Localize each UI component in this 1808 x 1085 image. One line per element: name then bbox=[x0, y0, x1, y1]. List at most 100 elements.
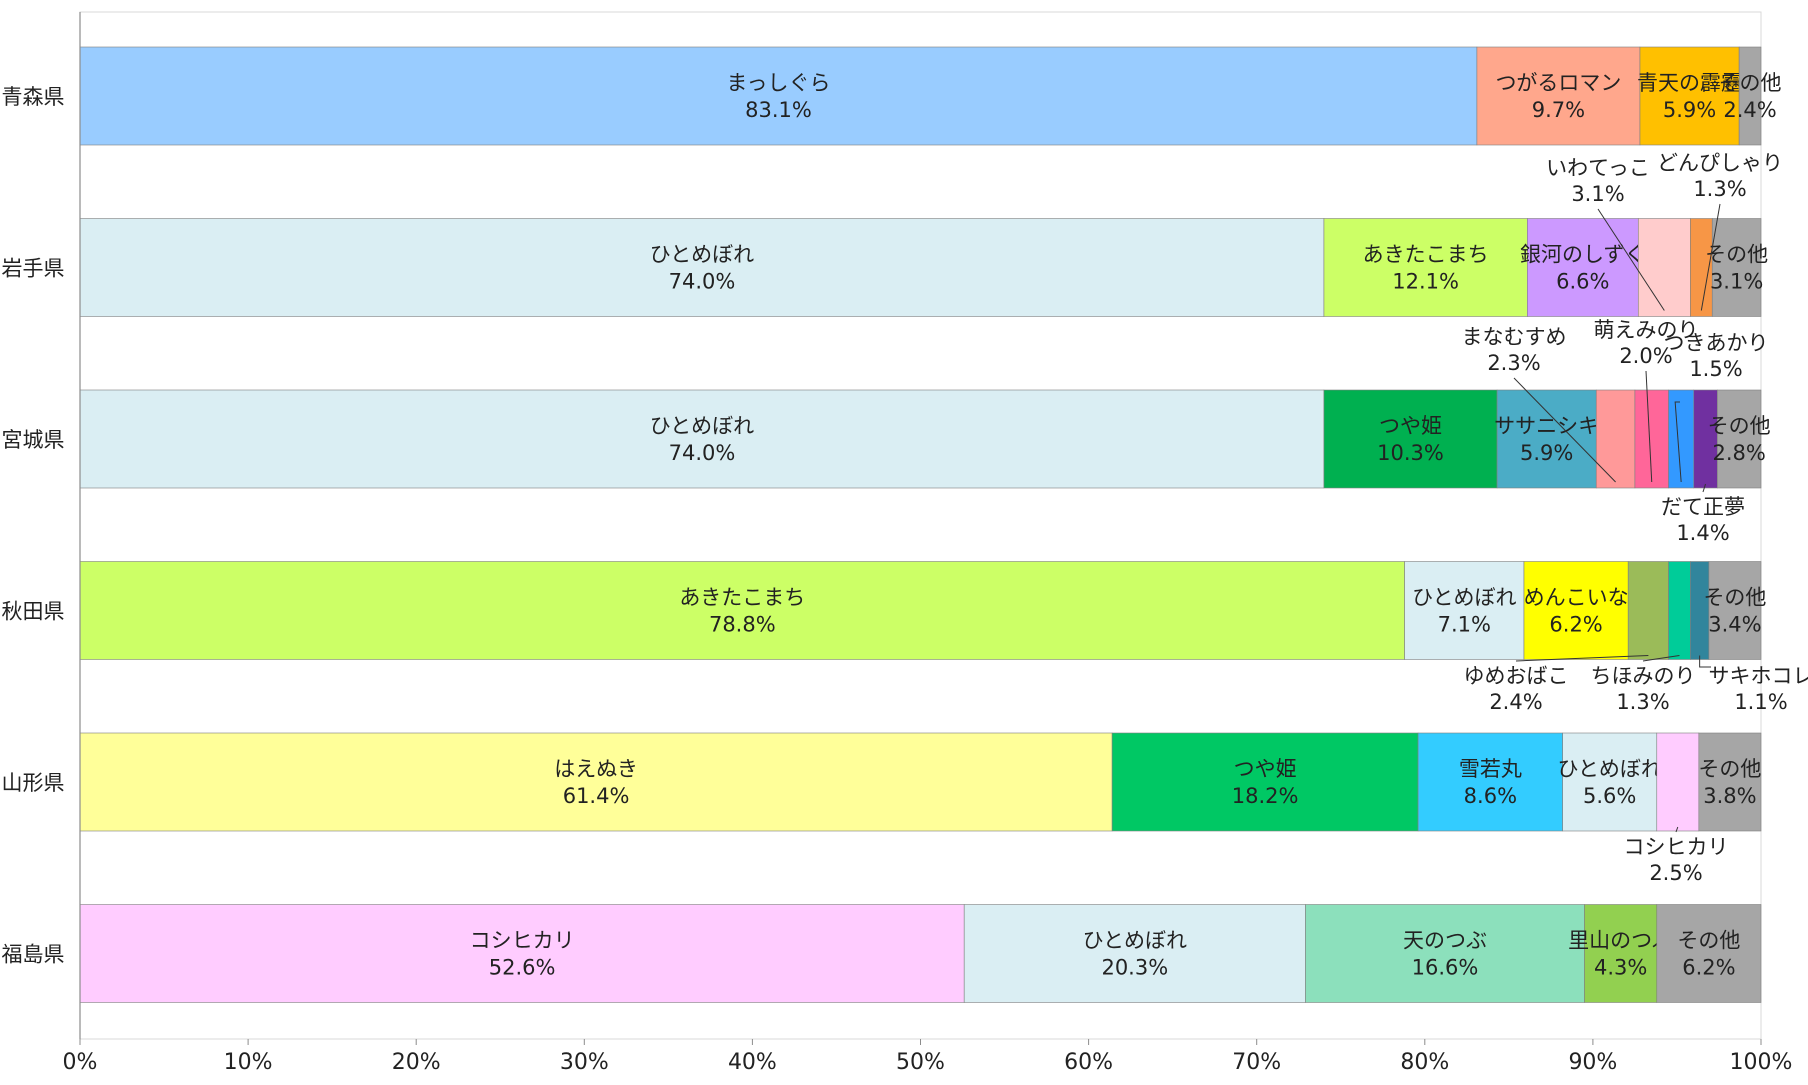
bar-segment bbox=[1477, 47, 1640, 145]
segment-name-label: ひとめぼれ bbox=[1412, 586, 1516, 610]
bar-segment bbox=[80, 390, 1324, 488]
bar-segment bbox=[1405, 562, 1524, 660]
segment-name-label: その他 bbox=[1703, 586, 1766, 610]
segment-value-label: 61.4% bbox=[563, 784, 630, 808]
callout-name-label: だて正夢 bbox=[1661, 495, 1745, 519]
callout-name-label: ゆめおばこ bbox=[1464, 664, 1569, 688]
segment-value-label: 3.8% bbox=[1703, 784, 1756, 808]
segment-name-label: つや姫 bbox=[1379, 414, 1442, 438]
segment-name-label: ひとめぼれ bbox=[1558, 757, 1662, 781]
callout-name-label: まなむすめ bbox=[1462, 325, 1567, 349]
bar-segment bbox=[1657, 905, 1761, 1003]
callout-value-label: 1.3% bbox=[1693, 177, 1746, 201]
x-tick-label: 50% bbox=[896, 1050, 945, 1075]
bar-segment bbox=[1712, 219, 1761, 317]
segment-value-label: 74.0% bbox=[669, 441, 736, 465]
callout-value-label: 2.5% bbox=[1649, 861, 1702, 885]
x-tick-label: 60% bbox=[1064, 1050, 1113, 1075]
segment-value-label: 6.2% bbox=[1682, 956, 1735, 980]
bar-segment bbox=[1739, 47, 1761, 145]
x-tick-label: 100% bbox=[1730, 1050, 1793, 1075]
bar-segment bbox=[964, 905, 1305, 1003]
bar-segment bbox=[1640, 47, 1739, 145]
segment-value-label: 83.1% bbox=[745, 98, 812, 122]
bar-segment bbox=[1699, 733, 1761, 831]
callout-name-label: どんぴしゃり bbox=[1657, 151, 1783, 175]
stacked-bar-chart: まっしぐら83.1%つがるロマン9.7%青天の霹靂5.9%その他2.4%ひとめぼ… bbox=[0, 0, 1808, 1085]
callout-value-label: 1.4% bbox=[1676, 521, 1729, 545]
segment-value-label: 2.8% bbox=[1712, 441, 1765, 465]
segment-value-label: 4.3% bbox=[1594, 956, 1647, 980]
segment-name-label: ひとめぼれ bbox=[650, 243, 754, 267]
segment-value-label: 20.3% bbox=[1101, 956, 1168, 980]
segment-name-label: あきたこまち bbox=[1363, 243, 1489, 267]
bar-segment bbox=[1497, 390, 1596, 488]
bar-segment bbox=[1324, 219, 1527, 317]
segment-name-label: ひとめぼれ bbox=[650, 414, 754, 438]
bar-segment bbox=[1669, 390, 1694, 488]
segment-name-label: ササニシキ bbox=[1494, 414, 1599, 438]
segment-name-label: その他 bbox=[1708, 414, 1771, 438]
bar-segment bbox=[1669, 562, 1691, 660]
segment-value-label: 52.6% bbox=[489, 956, 556, 980]
segment-name-label: コシヒカリ bbox=[470, 929, 575, 953]
segment-value-label: 16.6% bbox=[1412, 956, 1479, 980]
callout-name-label: つきあかり bbox=[1664, 331, 1769, 355]
bar-segment bbox=[1324, 390, 1497, 488]
callout-name-label: ちほみのり bbox=[1591, 664, 1696, 688]
bar-segment bbox=[1524, 562, 1628, 660]
x-axis-tick-labels: 0% 10% 20% 30% 40% 50% 60% 70% 80% 90% 100% bbox=[63, 1039, 1793, 1075]
bar-segment bbox=[1596, 390, 1635, 488]
segment-name-label: その他 bbox=[1698, 757, 1761, 781]
segment-name-label: はえぬき bbox=[554, 757, 638, 781]
bar-segment bbox=[1694, 390, 1718, 488]
segment-name-label: つがるロマン bbox=[1495, 71, 1621, 95]
x-tick-label: 20% bbox=[392, 1050, 441, 1075]
callout-name-label: サキホコレ bbox=[1709, 664, 1808, 688]
callout-name-label: いわてっこ bbox=[1546, 156, 1650, 180]
segment-value-label: 78.8% bbox=[709, 613, 776, 637]
x-tick-label: 80% bbox=[1400, 1050, 1449, 1075]
bar-segment bbox=[80, 562, 1405, 660]
segment-name-label: ひとめぼれ bbox=[1083, 929, 1187, 953]
segment-value-label: 8.6% bbox=[1464, 784, 1517, 808]
segment-value-label: 6.6% bbox=[1556, 270, 1609, 294]
segment-value-label: 12.1% bbox=[1392, 270, 1459, 294]
segment-value-label: 7.1% bbox=[1438, 613, 1491, 637]
segment-name-label: 雪若丸 bbox=[1459, 757, 1522, 781]
bar-segment bbox=[1418, 733, 1563, 831]
segment-value-label: 3.4% bbox=[1708, 613, 1761, 637]
bar-segment bbox=[1638, 219, 1690, 317]
segment-name-label: その他 bbox=[1719, 71, 1782, 95]
x-tick-label: 0% bbox=[63, 1050, 98, 1075]
segment-name-label: あきたこまち bbox=[679, 586, 805, 610]
category-label: 宮城県 bbox=[2, 428, 65, 452]
x-tick-label: 10% bbox=[224, 1050, 273, 1075]
x-tick-label: 30% bbox=[560, 1050, 609, 1075]
segment-name-label: その他 bbox=[1677, 929, 1740, 953]
segment-value-label: 2.4% bbox=[1723, 98, 1776, 122]
x-tick-label: 90% bbox=[1568, 1050, 1617, 1075]
segment-value-label: 18.2% bbox=[1232, 784, 1299, 808]
bar-segment bbox=[1628, 562, 1668, 660]
segment-name-label: 銀河のしずく bbox=[1520, 243, 1646, 267]
bar-segment bbox=[80, 219, 1324, 317]
segment-name-label: 天のつぶ bbox=[1403, 929, 1487, 953]
callout-name-label: コシヒカリ bbox=[1624, 835, 1729, 859]
category-label: 岩手県 bbox=[2, 257, 65, 281]
callout-value-label: 2.3% bbox=[1487, 351, 1540, 375]
bar-segment bbox=[1584, 905, 1656, 1003]
x-tick-label: 70% bbox=[1232, 1050, 1281, 1075]
category-label: 山形県 bbox=[2, 771, 65, 795]
category-label: 福島県 bbox=[2, 943, 65, 967]
callout-value-label: 1.3% bbox=[1616, 690, 1669, 714]
bar-segment bbox=[80, 47, 1477, 145]
bar-segment bbox=[80, 733, 1112, 831]
bar-segment bbox=[1563, 733, 1657, 831]
bar-segment bbox=[1657, 733, 1699, 831]
segment-value-label: 5.9% bbox=[1663, 98, 1716, 122]
callout-value-label: 3.1% bbox=[1571, 182, 1624, 206]
segment-name-label: めんこいな bbox=[1524, 586, 1629, 610]
segment-name-label: まっしぐら bbox=[726, 71, 830, 95]
